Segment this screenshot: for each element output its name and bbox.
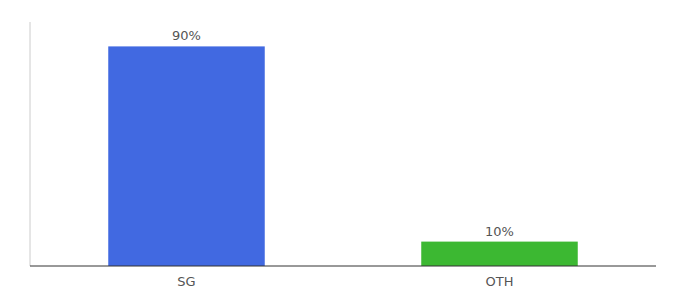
bar (108, 46, 265, 266)
chart-svg: 90% 10% SG OTH (0, 0, 680, 300)
y-axis-line (30, 22, 31, 266)
data-labels: 90% 10% (172, 28, 514, 238)
x-tick-label: OTH (486, 274, 514, 289)
data-label: 90% (172, 28, 201, 43)
x-tick-label: SG (177, 274, 195, 289)
chart-container: 90% 10% SG OTH (0, 0, 680, 300)
x-axis-labels: SG OTH (177, 274, 513, 289)
data-label: 10% (485, 224, 514, 239)
bar (421, 242, 578, 266)
bars (108, 46, 578, 266)
x-axis-line (30, 266, 656, 267)
